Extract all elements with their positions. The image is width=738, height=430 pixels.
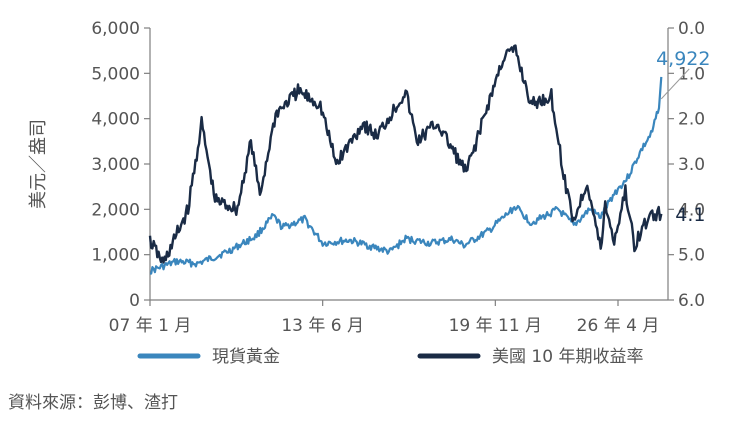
yield-end-label: 4.1 <box>675 204 705 226</box>
y-right-tick-label: 4.0 <box>678 200 705 220</box>
x-tick-label: 19 年 11 月 <box>449 316 542 336</box>
y-right-tick-label: 5.0 <box>678 246 705 266</box>
us10y-yield-line <box>148 44 663 264</box>
y-left-tick-label: 1,000 <box>91 246 140 266</box>
y-right-tick-label: 3.0 <box>678 155 705 175</box>
gold-price-line <box>149 76 663 275</box>
series-group: 4,922 4.1 <box>148 44 710 275</box>
y-right-axis: 0.0 1.0 2.0 3.0 4.0 5.0 6.0 <box>668 19 705 311</box>
y-axis-label: 美元／盎司 <box>28 119 49 209</box>
y-left-tick-label: 2,000 <box>91 200 140 220</box>
legend-label: 現貨黃金 <box>212 347 280 367</box>
x-axis: 07 年 1 月 13 年 6 月 19 年 11 月 26 年 4 月 <box>109 300 660 336</box>
x-tick-label: 13 年 6 月 <box>281 316 364 336</box>
x-tick-label: 07 年 1 月 <box>109 316 192 336</box>
gold-end-label: 4,922 <box>656 48 710 70</box>
y-left-tick-label: 3,000 <box>91 155 140 175</box>
legend-label: 美國 10 年期收益率 <box>492 347 643 367</box>
y-left-tick-label: 6,000 <box>91 19 140 39</box>
x-tick-label: 26 年 4 月 <box>577 316 660 336</box>
y-left-tick-label: 4,000 <box>91 110 140 130</box>
y-right-tick-label: 6.0 <box>678 291 705 311</box>
source-note: 資料來源：彭博、渣打 <box>8 393 178 413</box>
y-right-tick-label: 0.0 <box>678 19 705 39</box>
legend: 現貨黃金 美國 10 年期收益率 <box>137 347 643 367</box>
y-left-axis: 6,000 5,000 4,000 3,000 2,000 1,000 0 <box>91 19 150 311</box>
y-left-tick-label: 0 <box>129 291 140 311</box>
y-left-tick-label: 5,000 <box>91 64 140 84</box>
gold-callout-line <box>660 68 690 100</box>
y-right-tick-label: 2.0 <box>678 110 705 130</box>
chart: 6,000 5,000 4,000 3,000 2,000 1,000 0 0.0 1.0 2.… <box>28 19 710 367</box>
y-right-tick-label: 1.0 <box>678 64 705 84</box>
